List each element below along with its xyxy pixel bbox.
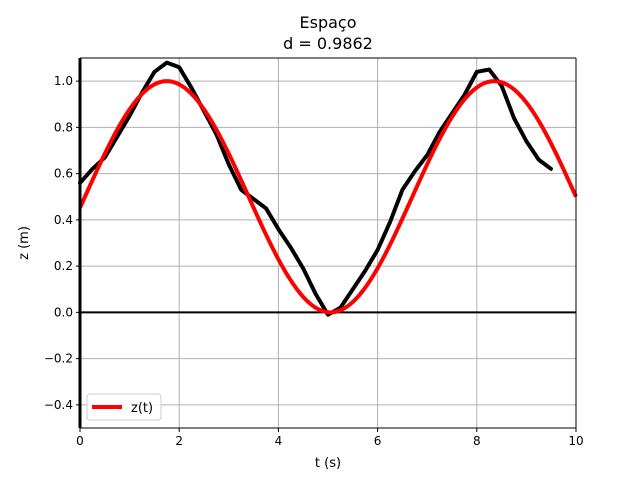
x-tick-label: 2 [175,434,183,448]
axes-frame [78,57,577,429]
x-tick-label: 4 [275,434,283,448]
chart-subtitle: d = 0.9862 [283,34,373,53]
y-tick-label: 0.0 [54,305,73,319]
y-axis-label: z (m) [17,226,32,260]
data-series [78,60,578,317]
y-tick-label: 0.6 [54,167,73,181]
series-line-measured [78,60,554,317]
x-axis-ticks: 0 2 4 6 8 10 [76,428,584,448]
x-tick-label: 10 [568,434,583,448]
series-line-zt [78,79,578,315]
y-axis-ticks: −0.4 −0.2 0.0 0.2 0.4 0.6 0.8 1.0 [44,74,80,412]
y-tick-label: 1.0 [54,74,73,88]
legend-label-zt: z(t) [131,401,153,416]
y-tick-label: −0.2 [44,352,73,366]
x-tick-label: 0 [76,434,84,448]
legend-box [86,393,162,421]
x-axis-label: t (s) [315,456,341,471]
legend: z(t) [86,393,162,421]
x-tick-label: 8 [473,434,481,448]
y-tick-label: −0.4 [44,398,73,412]
y-tick-label: 0.4 [54,213,73,227]
chart-title: Espaço [300,13,357,32]
y-tick-label: 0.8 [54,120,73,134]
y-tick-label: 0.2 [54,259,73,273]
x-tick-label: 6 [374,434,382,448]
